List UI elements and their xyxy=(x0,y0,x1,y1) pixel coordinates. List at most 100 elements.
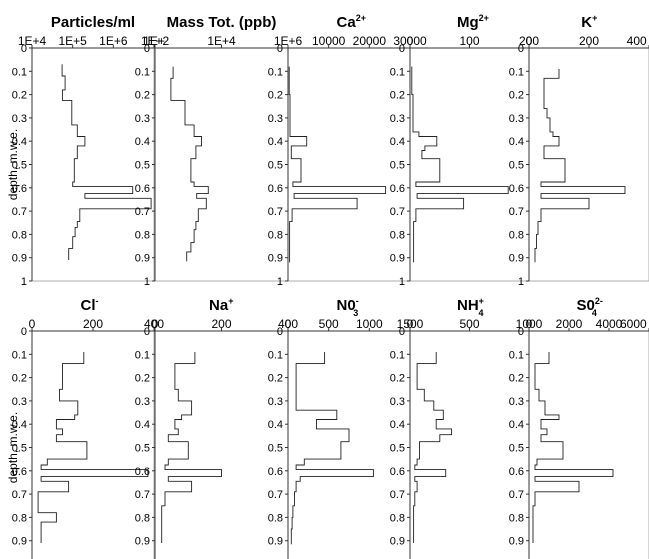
y-tick-label: 0 xyxy=(277,43,283,55)
x-tick-label: 400 xyxy=(278,317,298,331)
y-tick-label: 0.5 xyxy=(268,443,283,455)
x-tick-label: 1E+4 xyxy=(18,34,47,48)
y-tick-label: 0.6 xyxy=(135,183,150,195)
panel-title: Ca2+ xyxy=(337,13,366,31)
panel-title: Na+ xyxy=(209,296,233,314)
y-tick-label: 0.8 xyxy=(390,512,405,524)
panel-mass: Mass Tot. (ppb)1E+2 1E+4 1E+600.10.20.30.4… xyxy=(135,14,303,288)
x-tick-label: 400 xyxy=(144,317,164,331)
y-tick-label: 0.3 xyxy=(268,396,283,408)
y-tick-label: 1 xyxy=(399,276,405,288)
y-tick-label: 1 xyxy=(144,276,150,288)
y-tick-label: 0.3 xyxy=(12,113,27,125)
y-tick-label: 0.4 xyxy=(268,136,283,148)
y-tick-label: 0.9 xyxy=(12,536,27,548)
y-tick-label: 0.2 xyxy=(509,373,524,385)
y-tick-label: 0 xyxy=(277,326,283,338)
panel-ca: Ca2+10000 20000 3000000.10.20.30.40.50.60.… xyxy=(268,13,427,288)
y-tick-label: 0.4 xyxy=(390,136,405,148)
y-tick-label: 0.6 xyxy=(12,466,27,478)
y-tick-label: 0.3 xyxy=(268,113,283,125)
profile-line-cl xyxy=(37,352,149,543)
profile-line-mass xyxy=(170,66,209,262)
y-tick-label: 0.8 xyxy=(12,512,27,524)
y-tick-label: 0.9 xyxy=(268,536,283,548)
y-tick-label: 0.3 xyxy=(509,113,524,125)
y-tick-label: 0.1 xyxy=(390,66,405,78)
y-tick-label: 0.4 xyxy=(135,419,150,431)
y-tick-label: 0 xyxy=(518,326,524,338)
x-tick-label: 500 xyxy=(319,317,339,331)
y-tick-label: 0 xyxy=(518,43,524,55)
y-tick-label: 0.7 xyxy=(509,489,524,501)
x-tick-label: 6000 xyxy=(620,317,647,331)
y-tick-label: 0.6 xyxy=(268,183,283,195)
y-tick-label: 0.2 xyxy=(268,90,283,102)
y-tick-label: 0.6 xyxy=(390,466,405,478)
y-tick-label: 0.7 xyxy=(12,489,27,501)
x-tick-label: 10000 xyxy=(312,34,346,48)
y-tick-label: 0.2 xyxy=(12,90,27,102)
y-tick-label: 0.7 xyxy=(135,206,150,218)
y-tick-label: 0 xyxy=(144,43,150,55)
profile-line-no3 xyxy=(290,352,374,545)
panel-title: N0-3 xyxy=(337,296,359,318)
y-tick-label: 0.7 xyxy=(12,206,27,218)
x-tick-label: 4000 xyxy=(596,317,623,331)
y-tick-label: 0.8 xyxy=(509,229,524,241)
x-tick-label: 400 xyxy=(627,34,647,48)
y-tick-label: 0.6 xyxy=(509,183,524,195)
x-tick-label: 200 xyxy=(211,317,231,331)
y-tick-label: 0.9 xyxy=(509,253,524,265)
y-tick-label: 0.2 xyxy=(135,90,150,102)
x-tick-label: 0 xyxy=(407,34,414,48)
y-tick-label: 0.8 xyxy=(390,229,405,241)
y-tick-label: 0.4 xyxy=(509,419,524,431)
panel-no3: N0-30 500 1000 150000.10.20.30.40.50.60.70.… xyxy=(268,296,424,559)
y-tick-label: 0.7 xyxy=(509,206,524,218)
y-tick-label: 0.7 xyxy=(268,489,283,501)
y-tick-label: 0.3 xyxy=(135,113,150,125)
x-tick-label: 2000 xyxy=(556,317,583,331)
y-tick-label: 0.2 xyxy=(12,373,27,385)
y-tick-label: 0.1 xyxy=(509,66,524,78)
profile-line-so4 xyxy=(532,352,614,543)
profile-line-na xyxy=(161,352,222,543)
y-tick-label: 0.2 xyxy=(268,373,283,385)
x-tick-label: 30000 xyxy=(393,34,427,48)
x-tick-label: 1E+6 xyxy=(99,34,128,48)
x-tick-label: 1000 xyxy=(516,317,543,331)
y-tick-label: 0.3 xyxy=(390,396,405,408)
y-tick-label: 0.9 xyxy=(12,253,27,265)
x-tick-label: 100 xyxy=(459,34,479,48)
y-tick-label: 0.1 xyxy=(268,349,283,361)
panel-title: K+ xyxy=(581,13,597,31)
y-tick-label: 0.5 xyxy=(12,160,27,172)
y-tick-label: 0.5 xyxy=(509,160,524,172)
y-tick-label: 1 xyxy=(277,276,283,288)
y-tick-label: 0.6 xyxy=(390,183,405,195)
y-tick-label: 0.9 xyxy=(135,253,150,265)
x-tick-label: 1E+2 xyxy=(141,34,170,48)
y-tick-label: 0.3 xyxy=(12,396,27,408)
profile-line-particles xyxy=(61,64,152,260)
y-tick-label: 0.4 xyxy=(12,419,27,431)
y-tick-label: 0.8 xyxy=(268,512,283,524)
y-tick-label: 0.5 xyxy=(509,443,524,455)
x-tick-label: 0 xyxy=(407,317,414,331)
x-tick-label: 0 xyxy=(152,317,159,331)
x-tick-label: 200 xyxy=(519,34,539,48)
y-tick-label: 0.6 xyxy=(12,183,27,195)
y-tick-label: 0.7 xyxy=(135,489,150,501)
x-tick-label: 1E+ xyxy=(143,34,165,48)
y-tick-label: 0.7 xyxy=(268,206,283,218)
y-tick-label: 0.3 xyxy=(135,396,150,408)
y-tick-label: 0.2 xyxy=(509,90,524,102)
y-tick-label: 0.8 xyxy=(509,512,524,524)
panel-title: NH+ 4 xyxy=(457,296,484,318)
y-tick-label: 0.6 xyxy=(135,466,150,478)
